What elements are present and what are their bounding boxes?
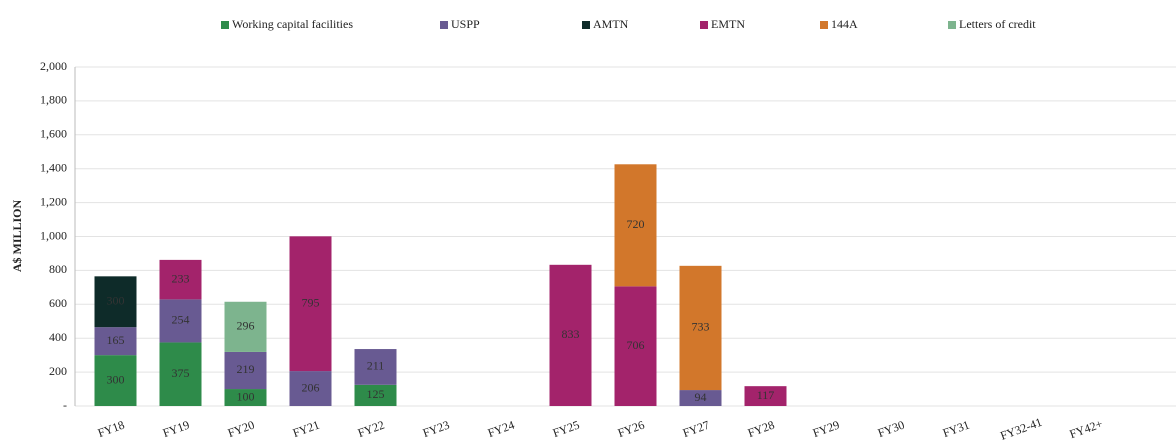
segment-label: 165	[107, 333, 125, 347]
bar-segment	[224, 351, 267, 390]
legend-label: Working capital facilities	[232, 17, 353, 31]
bar-segment	[549, 264, 592, 406]
bar-segment	[159, 299, 202, 343]
y-tick-label: 1,600	[40, 127, 67, 141]
legend-label: USPP	[451, 17, 480, 31]
x-tick-label: FY29	[811, 418, 841, 441]
x-tick-label: FY23	[421, 418, 451, 441]
bar-segment	[224, 389, 267, 406]
legend-swatch	[820, 21, 828, 29]
segment-label: 706	[627, 338, 645, 352]
y-tick-label: 200	[49, 364, 67, 378]
x-tick-label: FY42+	[1068, 416, 1105, 441]
legend-swatch	[582, 21, 590, 29]
y-tick-label: 400	[49, 330, 67, 344]
segment-label: 300	[107, 372, 125, 386]
x-tick-label: FY32-41	[998, 415, 1044, 443]
segment-label: 733	[692, 320, 710, 334]
y-tick-label: -	[63, 398, 67, 412]
bar-segment	[94, 355, 137, 406]
segment-label: 300	[107, 294, 125, 308]
bar-segment	[289, 371, 332, 406]
bar-segment	[224, 301, 267, 352]
x-tick-label: FY31	[941, 418, 971, 441]
legend-swatch	[221, 21, 229, 29]
x-tick-label: FY24	[486, 418, 516, 441]
segment-label: 94	[695, 390, 707, 404]
segment-label: 720	[627, 217, 645, 231]
legend-swatch	[948, 21, 956, 29]
segment-label: 206	[302, 380, 320, 394]
y-tick-label: 800	[49, 262, 67, 276]
legend-label: Letters of credit	[959, 17, 1036, 31]
bar-segment	[159, 342, 202, 406]
segment-label: 219	[237, 362, 255, 376]
x-tick-label: FY21	[291, 418, 321, 441]
x-tick-label: FY20	[226, 418, 256, 441]
x-tick-label: FY30	[876, 418, 906, 441]
bar-segment	[354, 384, 397, 406]
segment-label: 233	[172, 271, 190, 285]
legend-label: EMTN	[711, 17, 745, 31]
legend-label: AMTN	[593, 17, 629, 31]
segment-label: 296	[237, 319, 255, 333]
legend-label: 144A	[831, 17, 858, 31]
bar-segment	[614, 286, 657, 406]
y-tick-label: 1,400	[40, 160, 67, 174]
legend-swatch	[700, 21, 708, 29]
x-tick-label: FY26	[616, 418, 646, 441]
segment-label: 125	[367, 387, 385, 401]
segment-label: 795	[302, 295, 320, 309]
segment-label: 211	[367, 359, 385, 373]
x-tick-label: FY22	[356, 418, 386, 441]
y-tick-label: 1,200	[40, 194, 67, 208]
bar-segment	[94, 327, 137, 356]
bar-segment	[94, 276, 137, 328]
y-tick-label: 2,000	[40, 59, 67, 73]
x-tick-label: FY25	[551, 418, 581, 441]
bar-segment	[289, 236, 332, 372]
segment-label: 100	[237, 389, 255, 403]
y-tick-label: 1,800	[40, 93, 67, 107]
bar-segment	[614, 164, 657, 287]
y-tick-label: 600	[49, 296, 67, 310]
bar-segment	[679, 390, 722, 406]
x-tick-label: FY19	[161, 418, 191, 441]
legend-swatch	[440, 21, 448, 29]
segment-label: 117	[757, 388, 775, 402]
x-tick-label: FY28	[746, 418, 776, 441]
bar-segment	[354, 349, 397, 385]
y-tick-label: 1,000	[40, 228, 67, 242]
x-tick-label: FY18	[96, 418, 126, 441]
y-axis-label: A$ MILLION	[10, 199, 24, 272]
bar-segment	[744, 386, 787, 406]
segment-label: 833	[562, 327, 580, 341]
segment-label: 375	[172, 366, 190, 380]
segment-label: 254	[172, 313, 190, 327]
bar-segment	[159, 259, 202, 300]
x-tick-label: FY27	[681, 418, 711, 441]
bar-segment	[679, 265, 722, 391]
